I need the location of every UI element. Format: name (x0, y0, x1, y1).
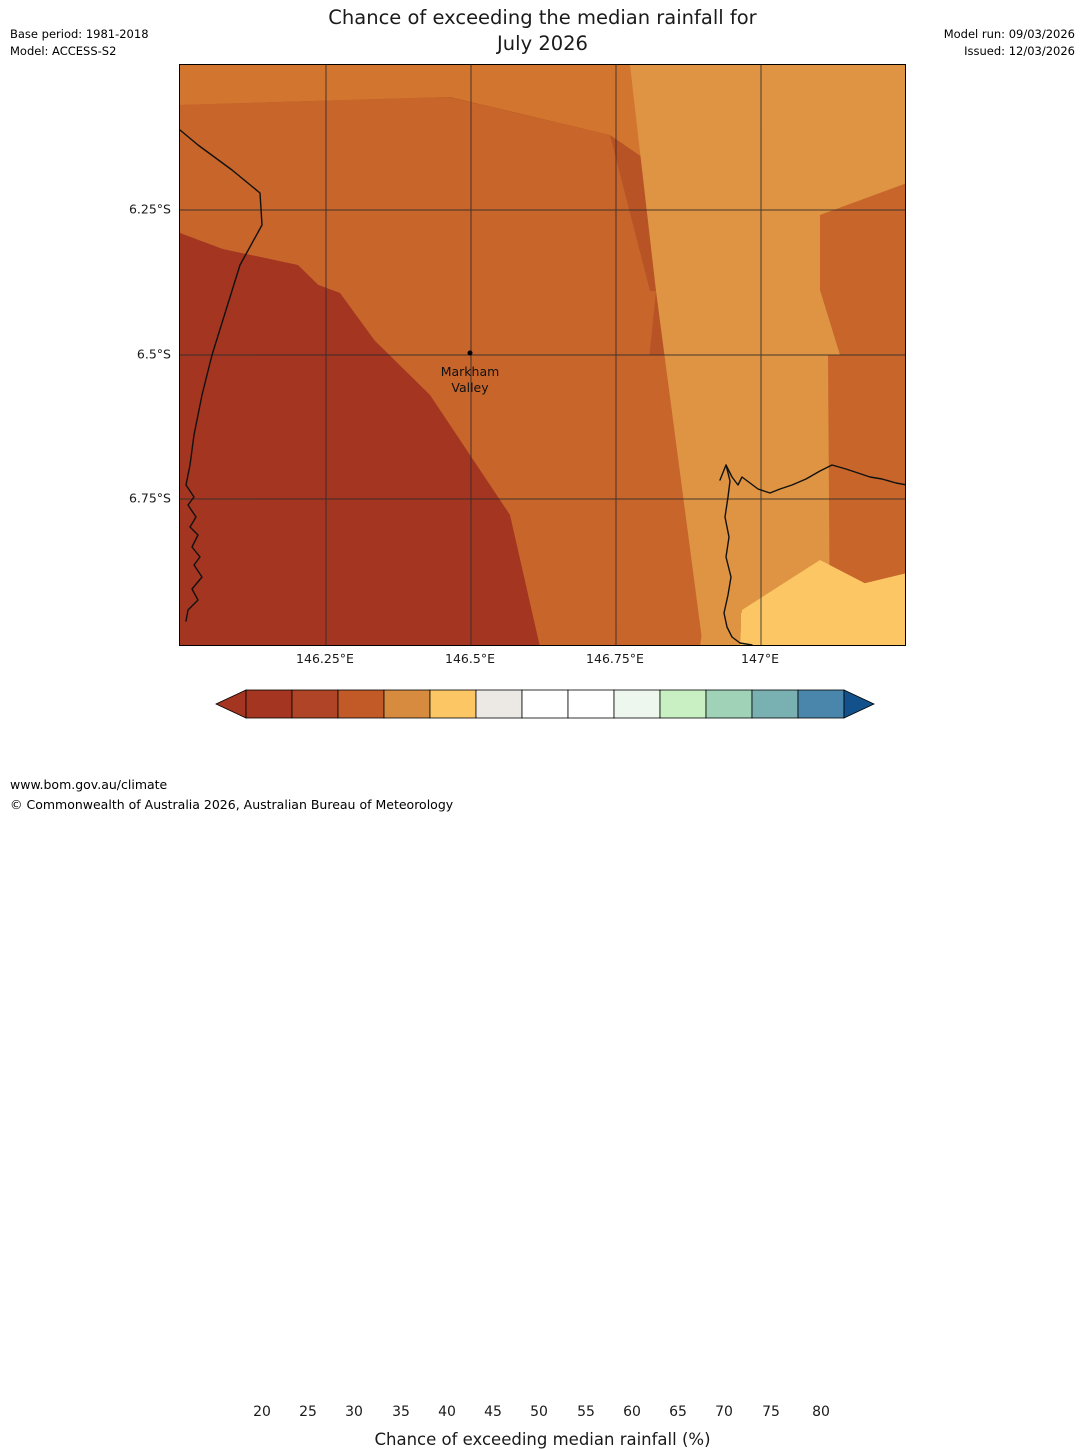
colorbar-tick-60: 60 (623, 1404, 641, 1420)
footer: www.bom.gov.au/climate © Commonwealth of… (10, 775, 453, 815)
colorbar-tick-70: 70 (715, 1404, 733, 1420)
colorbar-band-2 (337, 689, 385, 719)
y-tick-6.25S: 6.25°S (128, 201, 171, 217)
colorbar-caption: Chance of exceeding median rainfall (%) (374, 1430, 711, 1449)
colorbar-band-9 (659, 689, 707, 719)
region-25-30-east-upper (820, 290, 905, 355)
river-south (723, 464, 753, 645)
y-tick-6.5S: 6.5°S (136, 346, 171, 362)
colorbar-tick-30: 30 (345, 1404, 363, 1420)
footer-website[interactable]: www.bom.gov.au/climate (10, 777, 168, 792)
colorbar-band-12 (797, 689, 845, 719)
colorbar: 20 25 30 35 40 45 50 55 60 65 70 75 80 C… (0, 686, 1085, 1449)
y-tick-6.75S: 6.75°S (128, 490, 171, 506)
colorbar-band-5 (475, 689, 523, 719)
coastline-west (180, 129, 263, 622)
map-plot-area: Markham Valley (179, 64, 906, 646)
x-tick-147E: 147°E (740, 651, 780, 666)
footer-copyright: © Commonwealth of Australia 2026, Austra… (10, 797, 454, 812)
coastline-layer (180, 129, 905, 645)
colorbar-tick-20: 20 (253, 1404, 271, 1420)
region-25-30-ne-corner (820, 183, 905, 291)
colorbar-tick-50: 50 (530, 1404, 548, 1420)
colorbar-band-7 (567, 689, 615, 719)
colorbar-tick-labels: 20 25 30 35 40 45 50 55 60 65 70 75 80 (0, 1404, 1085, 1424)
region-40-45-tri (741, 573, 905, 645)
colorbar-tick-75: 75 (762, 1404, 780, 1420)
title-line-1: Chance of exceeding the median rainfall … (328, 6, 757, 29)
colorbar-band-3 (383, 689, 431, 719)
coastline-east (719, 464, 905, 494)
colorbar-tick-25: 25 (299, 1404, 317, 1420)
colorbar-tick-65: 65 (669, 1404, 687, 1420)
region-20-25-ext (180, 233, 520, 645)
graticule-layer (180, 65, 905, 645)
colorbar-swatches (215, 689, 875, 719)
colorbar-band-0 (245, 689, 293, 719)
header-metadata-left: Base period: 1981-2018 Model: ACCESS-S2 (10, 26, 149, 60)
colorbar-tick-35: 35 (392, 1404, 410, 1420)
issued-label: Issued: 12/03/2026 (964, 44, 1075, 58)
colorbar-band-4 (429, 689, 477, 719)
colorbar-tick-55: 55 (577, 1404, 595, 1420)
colorbar-tick-40: 40 (438, 1404, 456, 1420)
colorbar-band-10 (705, 689, 753, 719)
base-period-label: Base period: 1981-2018 (10, 27, 149, 41)
model-run-label: Model run: 09/03/2026 (943, 27, 1075, 41)
model-label: Model: ACCESS-S2 (10, 44, 117, 58)
city-label-line-2: Valley (451, 379, 489, 395)
region-35-40-wedge (656, 291, 820, 645)
colorbar-band-6 (521, 689, 569, 719)
x-tick-146.5E: 146.5°E (445, 651, 495, 666)
x-tick-146.75E: 146.75°E (586, 651, 644, 666)
colorbar-tick-45: 45 (484, 1404, 502, 1420)
city-label-line-1: Markham (440, 363, 500, 379)
page-title: Chance of exceeding the median rainfall … (0, 5, 1085, 57)
colorbar-under-arrow (215, 689, 247, 719)
title-line-2: July 2026 (497, 32, 588, 55)
colorbar-over-arrow (843, 689, 875, 719)
city-marker-dot (467, 350, 473, 356)
colorbar-band-8 (613, 689, 661, 719)
x-axis-tick-labels: 146.25°E 146.5°E 146.75°E 147°E (179, 651, 906, 671)
header-metadata-right: Model run: 09/03/2026 Issued: 12/03/2026 (944, 26, 1075, 60)
y-axis-tick-labels: 6.25°S 6.5°S 6.75°S (99, 64, 171, 646)
x-tick-146.25E: 146.25°E (296, 651, 354, 666)
colorbar-tick-80: 80 (812, 1404, 830, 1420)
colorbar-band-1 (291, 689, 339, 719)
city-label: Markham Valley (441, 364, 500, 396)
region-25-30-east-lower (828, 355, 905, 645)
colorbar-band-11 (751, 689, 799, 719)
